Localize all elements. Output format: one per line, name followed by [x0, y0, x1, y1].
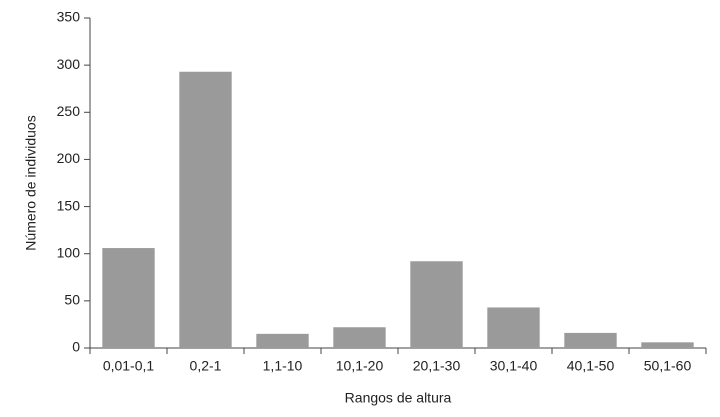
x-tick-label: 1,1-10	[263, 358, 303, 374]
x-tick-label: 0,2-1	[190, 358, 222, 374]
bar	[179, 71, 232, 348]
y-tick-label: 300	[57, 56, 81, 72]
y-axis-title: Número de individuos	[23, 115, 39, 250]
bar	[256, 333, 309, 348]
bar	[487, 307, 540, 348]
bar	[102, 248, 155, 348]
x-tick-label: 10,1-20	[336, 358, 384, 374]
bar	[410, 261, 463, 348]
y-tick-label: 200	[57, 150, 81, 166]
x-axis-title: Rangos de altura	[345, 390, 452, 406]
y-tick-label: 0	[72, 339, 80, 355]
x-tick-label: 50,1-60	[644, 358, 692, 374]
y-tick-label: 150	[57, 197, 81, 213]
bar	[641, 342, 694, 348]
x-tick-label: 0,01-0,1	[103, 358, 155, 374]
y-tick-label: 250	[57, 103, 81, 119]
x-tick-label: 40,1-50	[567, 358, 615, 374]
y-tick-label: 100	[57, 244, 81, 260]
y-tick-label: 50	[64, 292, 80, 308]
bar	[564, 332, 617, 348]
y-tick-label: 350	[57, 9, 81, 25]
bar	[333, 327, 386, 348]
x-tick-label: 30,1-40	[490, 358, 538, 374]
x-tick-label: 20,1-30	[413, 358, 461, 374]
